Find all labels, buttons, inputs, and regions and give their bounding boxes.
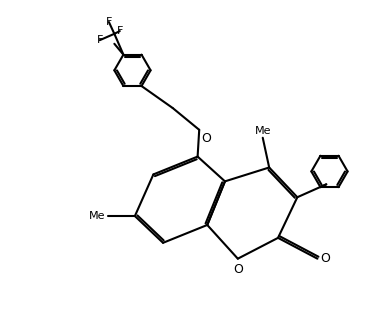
Text: F: F: [106, 17, 112, 27]
Text: Me: Me: [254, 126, 271, 136]
Text: Me: Me: [89, 211, 106, 221]
Text: F: F: [116, 26, 123, 36]
Text: F: F: [97, 35, 103, 45]
Text: O: O: [320, 252, 330, 265]
Text: O: O: [201, 132, 211, 145]
Text: O: O: [233, 263, 243, 276]
